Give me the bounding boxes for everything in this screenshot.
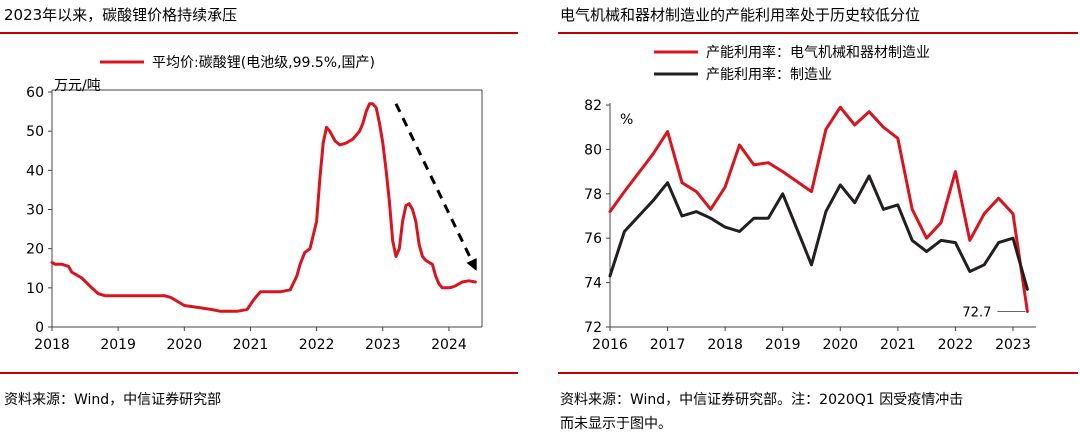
legend-label-1: 产能利用率：电气机械和器材制造业 — [706, 44, 930, 61]
x-tick-label: 2019 — [100, 337, 136, 353]
x-tick-label: 2018 — [707, 337, 743, 353]
dashed-trend-arrow — [394, 103, 477, 269]
series-line-1 — [50, 102, 477, 313]
y-tick-label: 82 — [584, 98, 602, 114]
left-title-rule — [0, 32, 518, 34]
x-tick-label: 2016 — [592, 337, 628, 353]
series-line-2 — [608, 174, 1029, 291]
x-tick-label: 2021 — [880, 337, 916, 353]
x-tick-label: 2023 — [365, 337, 401, 353]
x-tick-label: 2022 — [938, 337, 974, 353]
x-tick-label: 2024 — [431, 337, 467, 353]
y-tick-label: 10 — [26, 281, 44, 297]
left-bottom-rule — [0, 372, 518, 374]
x-tick-label: 2019 — [765, 337, 801, 353]
right-title-rule — [558, 32, 1078, 34]
left-source-note: 资料来源：Wind，中信证券研究部 — [4, 392, 222, 408]
x-tick-label: 2021 — [233, 337, 269, 353]
y-tick-label: 0 — [35, 320, 44, 336]
x-tick-label: 2018 — [34, 337, 70, 353]
annotation-label: 72.7 — [962, 305, 991, 320]
x-tick-label: 2017 — [650, 337, 686, 353]
series-line-1 — [608, 105, 1029, 313]
x-tick-label: 2020 — [822, 337, 858, 353]
y-tick-label: 60 — [26, 85, 44, 101]
y-tick-label: 20 — [26, 242, 44, 258]
x-tick-label: 2023 — [995, 337, 1031, 353]
right-source-note: 资料来源：Wind，中信证券研究部。注：2020Q1 因受疫情冲击 而未显示于图… — [560, 388, 963, 436]
arrow-head — [466, 257, 477, 271]
right-panel-title: 电气机械和器材制造业的产能利用率处于历史较低分位 — [560, 6, 921, 24]
right-bottom-rule — [558, 372, 1078, 374]
legend-label-1: 平均价:碳酸锂(电池级,99.5%,国产) — [152, 55, 375, 71]
x-tick-label: 2020 — [166, 337, 202, 353]
y-tick-label: 76 — [584, 231, 602, 247]
right-source-line2: 而未显示于图中。 — [560, 416, 672, 432]
y-axis-unit-label: % — [620, 112, 633, 128]
y-tick-label: 30 — [26, 203, 44, 219]
y-tick-label: 40 — [26, 163, 44, 179]
y-tick-label: 72 — [584, 320, 602, 336]
y-axis-unit-label: 万元/吨 — [54, 78, 101, 94]
legend-label-2: 产能利用率：制造业 — [706, 66, 832, 83]
left-panel-title: 2023年以来，碳酸锂价格持续承压 — [4, 6, 238, 24]
y-tick-label: 50 — [26, 124, 44, 140]
x-tick-label: 2022 — [299, 337, 335, 353]
right-source-line1: 资料来源：Wind，中信证券研究部。注：2020Q1 因受疫情冲击 — [560, 392, 964, 408]
y-tick-label: 78 — [584, 187, 602, 203]
y-tick-label: 80 — [584, 142, 602, 158]
y-tick-label: 74 — [584, 276, 602, 292]
